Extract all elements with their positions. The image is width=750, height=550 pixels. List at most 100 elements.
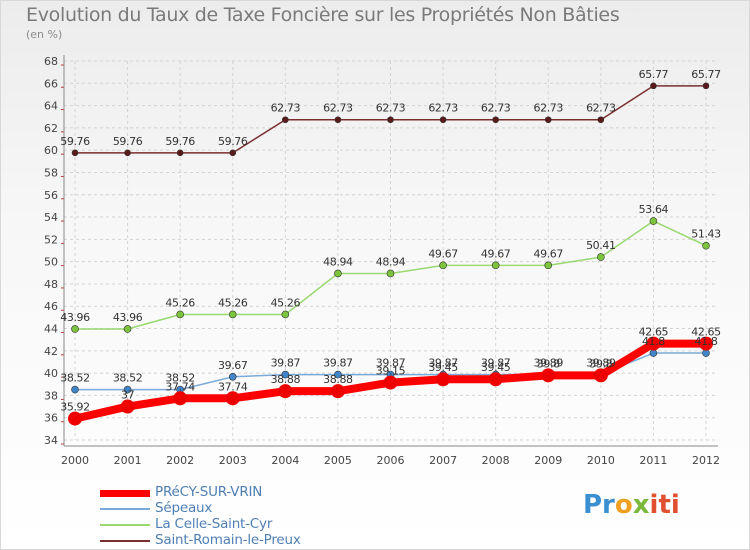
data-label: 62.73 [376,102,406,115]
logo-part: o [614,490,633,520]
data-label: 51.43 [691,228,721,241]
x-tick-label: 2012 [692,454,720,467]
data-label: 38.52 [60,372,90,385]
data-label: 45.26 [165,296,195,309]
x-tick-label: 2011 [639,454,667,467]
data-point [334,370,342,379]
y-tick-label: 66 [44,77,58,90]
legend-label: Sépeaux [155,500,213,516]
data-label: 39.87 [376,357,406,370]
data-point [282,116,289,124]
data-label: 49.67 [428,247,458,260]
data-label: 42.65 [691,326,721,339]
y-tick-label: 38 [44,389,58,402]
y-tick-label: 68 [44,55,58,68]
data-label: 39.8 [537,357,560,370]
legend-swatch [100,540,150,542]
data-point [229,149,237,157]
x-tick-label: 2010 [587,454,615,467]
legend-label: PRéCY-SUR-VRIN [155,484,263,500]
data-point [387,116,394,124]
legend-label: La Celle-Saint-Cyr [155,516,273,532]
data-label: 39.15 [376,365,406,378]
data-point [225,391,240,406]
data-point [71,385,79,394]
x-tick-label: 2000 [61,454,89,467]
x-tick-label: 2007 [429,454,457,467]
data-label: 62.73 [323,102,353,115]
y-tick-label: 42 [44,345,58,358]
data-point [544,116,552,124]
data-point [702,349,710,357]
x-tick-label: 2001 [114,454,142,467]
x-tick-label: 2009 [534,454,562,467]
data-label: 43.96 [60,311,90,324]
y-tick-label: 50 [44,256,58,269]
x-tick-label: 2006 [377,454,405,467]
proxiti-logo: Proxiti [583,490,680,520]
data-label: 37 [121,389,135,402]
data-point [439,116,447,124]
y-tick-label: 52 [44,233,58,246]
y-tick-label: 56 [44,189,58,202]
data-label: 62.73 [428,102,458,115]
data-point [281,310,290,319]
legend-label: Saint-Romain-le-Preux [155,532,301,548]
data-label: 39.8 [589,357,612,370]
data-label: 59.76 [60,135,90,148]
x-tick-label: 2008 [482,454,510,467]
data-label: 41.8 [695,335,718,348]
data-point [173,391,188,406]
data-label: 41.8 [642,335,665,348]
data-label: 39.87 [323,357,353,370]
legend-swatch [100,524,150,526]
data-label: 37.74 [218,380,248,393]
y-tick-label: 54 [44,211,58,224]
data-point [176,149,184,157]
data-label: 39.87 [481,357,511,370]
data-label: 37.74 [165,380,195,393]
y-tick-label: 36 [44,412,58,425]
y-tick-label: 58 [44,166,58,179]
data-label: 39.45 [481,361,511,374]
data-point [439,261,447,270]
logo-part: iti [649,490,680,520]
data-label: 62.73 [534,102,564,115]
data-label: 59.76 [165,135,195,148]
data-label: 39.87 [271,357,301,370]
data-point [123,325,132,333]
data-point [228,310,237,319]
data-label: 39.45 [428,361,458,374]
data-point [281,370,290,379]
data-label: 43.96 [113,311,143,324]
data-label: 49.67 [481,247,511,260]
data-point [330,384,345,399]
logo-part: Pr [583,490,615,520]
data-point [383,375,398,390]
data-point [124,149,131,157]
data-point [123,385,132,394]
y-tick-label: 48 [44,278,58,291]
data-point [334,116,342,124]
data-point [386,269,395,278]
y-tick-label: 44 [44,323,58,336]
data-label: 65.77 [691,68,721,81]
data-label: 39.89 [534,356,564,369]
data-label: 65.77 [639,68,669,81]
data-label: 50.41 [586,239,616,252]
y-tick-label: 60 [44,144,58,157]
data-label: 39.87 [428,357,458,370]
data-label: 38.52 [113,372,143,385]
data-point [650,82,657,90]
data-point [278,384,293,399]
data-label: 39.89 [586,356,616,369]
data-point [228,372,237,381]
data-label: 59.76 [113,135,143,148]
data-point [71,149,79,157]
data-label: 42.65 [639,326,669,339]
data-label: 45.26 [218,296,248,309]
data-label: 45.26 [271,296,301,309]
data-label: 49.67 [534,247,564,260]
y-tick-label: 40 [44,367,58,380]
